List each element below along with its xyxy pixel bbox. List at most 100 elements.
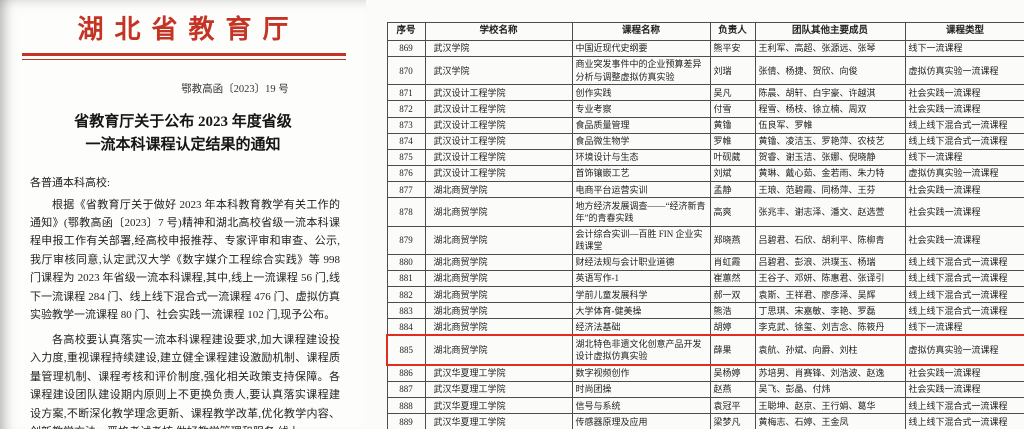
cell-team: 贺睿、谢玉洁、张娜、倪晓静 — [754, 148, 906, 166]
cell-leader: 刘瑞 — [709, 55, 756, 86]
cell-type: 线上线下混合式一流课程 — [904, 397, 1024, 415]
cell-school: 武汉设计工程学院 — [424, 100, 573, 118]
cell-school: 武汉设计工程学院 — [424, 116, 573, 134]
cell-leader: 高爽 — [709, 197, 756, 227]
cell-school: 武汉设计工程学院 — [424, 148, 573, 166]
cell-type: 虚拟仿真实验一流课程 — [904, 55, 1024, 86]
cell-leader: 付雪 — [709, 100, 756, 118]
table-row: 887 武汉华夏理工学院 时尚团操 赵燕 吴飞、彭晶、付炜 社会实践一流课程 — [386, 380, 1024, 399]
cell-serial: 873 — [386, 116, 426, 134]
cell-school: 湖北商贸学院 — [424, 269, 573, 288]
cell-team: 吕碧君、彭浪、洪璞玉、杨瑞 — [754, 253, 906, 271]
column-header-course: 课程名称 — [571, 22, 711, 41]
cell-type: 线上线下混合式一流课程 — [904, 269, 1024, 288]
cell-course: 商业突发事件中的企业预算差异分析与调整虚拟仿真实验 — [571, 55, 711, 86]
table-row: 889 武汉华夏理工学院 传感器原理及应用 梁梦凡 黄梅志、石婷、王金凤 线上线下混合式一… — [386, 413, 1024, 429]
column-header-school: 学校名称 — [424, 22, 573, 41]
cell-course: 时尚团操 — [571, 380, 711, 399]
cell-leader: 崔蕙然 — [709, 269, 756, 288]
cell-type: 社会实践一流课程 — [904, 181, 1024, 199]
cell-serial: 877 — [386, 181, 426, 199]
cell-course: 数字视频创作 — [571, 364, 711, 382]
cell-team: 黄镥、凌洁玉、罗艳萍、农枝艺 — [754, 132, 906, 150]
cell-course: 中国近现代史纲要 — [571, 39, 711, 57]
cell-leader: 熊浩 — [709, 302, 756, 320]
cell-course: 信号与系统 — [571, 397, 711, 415]
cell-school: 武汉学院 — [424, 39, 573, 57]
column-header-team: 团队其他主要成员 — [754, 22, 906, 41]
cell-type: 线上线下混合式一流课程 — [904, 302, 1024, 320]
cell-serial: 884 — [386, 318, 426, 336]
table-header-row: 序号 学校名称 课程名称 负责人 团队其他主要成员 课程类型 — [386, 22, 1024, 41]
cell-school: 武汉设计工程学院 — [424, 132, 573, 150]
cell-serial: 887 — [386, 380, 426, 399]
cell-team: 李克武、徐玺、刘吉念、陈筱丹 — [754, 318, 906, 336]
cell-team: 黄梅志、石婷、王金凤 — [754, 413, 906, 429]
cell-serial: 876 — [386, 164, 426, 183]
cell-serial: 889 — [386, 413, 426, 429]
cell-team: 丁思琪、宋嘉敏、李艳、罗磊 — [754, 302, 906, 320]
cell-serial: 878 — [386, 197, 426, 227]
agency-name: 湖北省教育厅 — [77, 15, 300, 44]
cell-course: 创作实践 — [571, 84, 711, 102]
cell-leader: 黄镥 — [709, 116, 756, 134]
cell-school: 湖北商贸学院 — [424, 225, 573, 255]
cell-serial: 881 — [386, 269, 426, 288]
cell-type: 社会实践一流课程 — [904, 380, 1024, 399]
cell-serial: 871 — [386, 84, 426, 102]
cell-school: 湖北商贸学院 — [424, 181, 573, 199]
cell-serial: 882 — [386, 286, 426, 304]
table-row: 874 武汉设计工程学院 食品微生物学 罗帷 黄镥、凌洁玉、罗艳萍、农枝艺 线上线下混合式… — [386, 132, 1024, 150]
cell-course: 大学体育-健美操 — [571, 302, 711, 320]
cell-school: 武汉设计工程学院 — [424, 164, 573, 183]
cell-course: 湖北特色非遗文化创意产品开发设计虚拟仿真实验 — [571, 334, 711, 366]
cell-leader: 吴凡 — [709, 84, 756, 102]
cell-course: 食品质量管理 — [571, 116, 711, 134]
cell-course: 环境设计与生态 — [571, 148, 711, 166]
table-row: 886 武汉华夏理工学院 数字视频创作 吴杨婷 苏培男、肖赛锋、刘浩波、赵逸 社会实践一流… — [386, 364, 1024, 382]
cell-type: 社会实践一流课程 — [904, 100, 1024, 118]
cell-leader: 孟静 — [709, 181, 756, 199]
cell-serial: 885 — [386, 334, 426, 366]
column-header-leader: 负责人 — [709, 22, 756, 41]
cell-leader: 刘斌 — [709, 164, 756, 183]
cell-type: 线上线下混合式一流课程 — [904, 132, 1024, 150]
cell-serial: 888 — [386, 397, 426, 415]
cell-serial: 875 — [386, 148, 426, 166]
cell-course: 食品微生物学 — [571, 132, 711, 150]
cell-school: 武汉学院 — [424, 55, 573, 86]
cell-type: 线下一流课程 — [904, 148, 1024, 166]
cell-serial: 870 — [386, 55, 426, 86]
cell-school: 武汉华夏理工学院 — [424, 413, 573, 429]
table-row: 883 湖北商贸学院 大学体育-健美操 熊浩 丁思琪、宋嘉敏、李艳、罗磊 线上线下混合式一… — [386, 302, 1024, 320]
table-row: 884 湖北商贸学院 经济法基础 胡婷 李克武、徐玺、刘吉念、陈筱丹 线下一流课程 — [386, 318, 1024, 336]
cell-leader: 叶砚葳 — [709, 148, 756, 166]
cell-school: 武汉华夏理工学院 — [424, 380, 573, 399]
cell-leader: 郝一双 — [709, 286, 756, 304]
cell-course: 传感器原理及应用 — [571, 413, 711, 429]
cell-leader: 吴杨婷 — [709, 364, 756, 382]
table-row: 888 武汉华夏理工学院 信号与系统 袁冠平 王聪坤、赵京、王行娟、葛华 线上线下混合式一… — [386, 397, 1024, 415]
notice-title: 省教育厅关于公布 2023 年度省级 一流本科课程认定结果的通知 — [0, 111, 366, 158]
cell-school: 湖北商贸学院 — [424, 318, 573, 336]
cell-course: 首饰镶嵌工艺 — [571, 164, 711, 183]
table-row: 880 湖北商贸学院 财经法规与会计职业道德 肖虹霞 吕碧君、彭浪、洪璞玉、杨瑞 线上线下… — [386, 253, 1024, 271]
cell-team: 伍良军、罗帷 — [754, 116, 906, 134]
table-row: 882 湖北商贸学院 学前儿童发展科学 郝一双 袁斯、王祥君、廖彦泽、吴辉 线上线下混合式… — [386, 286, 1024, 304]
cell-course: 地方经济发展调查——“经济新青年”的青春实践 — [571, 197, 711, 227]
cell-team: 吴飞、彭晶、付炜 — [754, 380, 906, 399]
cell-type: 虚拟仿真实验一流课程 — [904, 164, 1024, 183]
official-document: 湖北省教育厅 鄂教高函〔2023〕19 号 省教育厅关于公布 2023 年度省级… — [0, 0, 366, 429]
cell-leader: 赵燕 — [709, 380, 756, 399]
cell-school: 武汉华夏理工学院 — [424, 364, 573, 382]
cell-team: 黄琳、戴心茹、金若雨、朱力特 — [754, 164, 906, 183]
cell-team: 苏培男、肖赛锋、刘浩波、赵逸 — [754, 364, 906, 382]
cell-team: 袁航、孙斌、向爵、刘柱 — [754, 334, 906, 366]
cell-team: 程雪、杨枝、徐立楠、周双 — [754, 100, 906, 118]
cell-type: 线上线下混合式一流课程 — [904, 253, 1024, 271]
cell-type: 线下一流课程 — [904, 39, 1024, 57]
cell-team: 王聪坤、赵京、王行娟、葛华 — [754, 397, 906, 415]
cell-school: 湖北商贸学院 — [424, 334, 573, 366]
notice-title-line1: 省教育厅关于公布 2023 年度省级 — [74, 114, 292, 130]
